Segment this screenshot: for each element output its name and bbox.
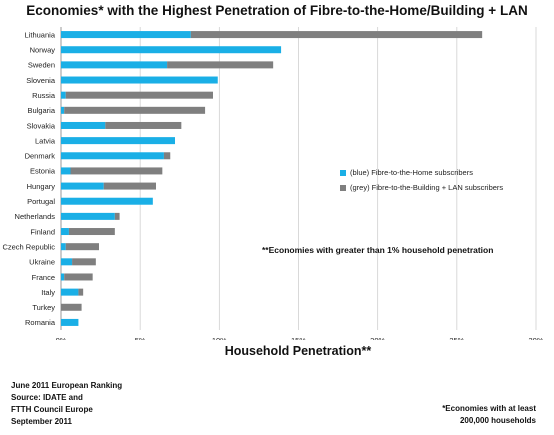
bar-fibre-to-building [64,106,206,114]
bars [61,31,483,326]
bar-fibre-to-home [61,106,65,114]
category-label: Russia [32,91,56,100]
bar-fibre-to-home [61,258,73,266]
category-label: Turkey [32,303,55,312]
x-tick-label: 5% [135,336,146,340]
category-label: Italy [41,288,55,297]
bar-fibre-to-building [103,182,156,190]
category-label: Slovenia [26,76,56,85]
bar-fibre-to-building [68,228,115,236]
bar-fibre-to-building [167,61,274,69]
footnote-line: September 2011 [11,417,72,426]
footnote-line: 200,000 households [459,416,536,425]
bar-fibre-to-home [61,61,168,69]
bar-fibre-to-building [70,167,163,175]
footnote-line: FTTH Council Europe [11,405,93,414]
bar-fibre-to-home [61,288,79,296]
bar-fibre-to-building [114,212,120,220]
legend-swatch-blue [340,169,346,176]
category-label: Sweden [28,61,55,70]
bar-fibre-to-building [78,288,84,296]
category-label: Estonia [30,167,56,176]
category-label: Bulgaria [27,106,55,115]
bar-fibre-to-home [61,182,104,190]
category-label: Netherlands [15,212,56,221]
legend-swatch-grey [340,184,346,191]
footnote-line: June 2011 European Ranking [11,381,123,390]
x-tick-label: 10% [212,336,227,340]
bar-fibre-to-home [61,91,66,99]
bar-fibre-to-building [65,243,99,251]
bar-fibre-to-home [61,212,115,220]
bar-fibre-to-building [105,121,182,129]
x-tick-label: 30% [528,336,543,340]
legend: (blue) Fibre-to-the-Home subscribers (gr… [340,165,503,195]
bar-fibre-to-home [61,228,69,236]
bar-fibre-to-home [61,46,282,54]
bar-fibre-to-building [64,273,93,281]
bar-fibre-to-home [61,318,79,326]
bar-fibre-to-home [61,273,65,281]
bar-fibre-to-building [190,31,483,39]
legend-item-blue: (blue) Fibre-to-the-Home subscribers [340,165,503,180]
legend-label-blue: (blue) Fibre-to-the-Home subscribers [350,168,473,177]
category-label: Slovakia [27,121,56,130]
category-label: Portugal [27,197,55,206]
bar-fibre-to-home [61,137,175,145]
bar-fibre-to-home [61,243,66,251]
category-label: Romania [25,318,56,327]
bar-fibre-to-home [61,197,153,205]
chart-annotation: **Economies with greater than 1% househo… [262,245,494,255]
category-label: Ukraine [29,258,55,267]
bar-fibre-to-building [72,258,96,266]
category-label: Finland [30,227,55,236]
x-tick-labels: 0% 5% 10% 15% 20% 25% 30% [56,336,544,340]
category-label: Denmark [25,152,56,161]
footnote-line: *Economies with at least [442,404,536,413]
category-label: Norway [30,46,56,55]
category-label: Hungary [27,182,56,191]
bar-fibre-to-home [61,31,191,39]
legend-label-grey: (grey) Fibre-to-the-Building + LAN subsc… [350,183,504,192]
x-tick-label: 25% [449,336,464,340]
footnote-economies: *Economies with at least 200,000 househo… [442,403,536,427]
x-tick-label: 0% [56,336,67,340]
legend-item-grey: (grey) Fibre-to-the-Building + LAN subsc… [340,180,503,195]
bar-fibre-to-home [61,76,218,84]
bar-fibre-to-building [65,91,213,99]
category-label: France [32,273,55,282]
category-label: Latvia [35,136,56,145]
x-axis-label: Household Penetration** [224,344,372,358]
bar-fibre-to-home [61,152,164,160]
category-labels: Lithuania Norway Sweden Slovenia Russia Bulga… [2,30,55,327]
chart-title: Economies* with the Highest Penetration … [26,3,528,18]
bar-fibre-to-building [163,152,171,160]
bar-fibre-to-home [61,167,71,175]
bar-fibre-to-home [61,121,106,129]
bar-chart: Lithuania Norway Sweden Slovenia Russia Bulga… [2,27,544,340]
footnote-line: Source: IDATE and [11,393,83,402]
bar-fibre-to-building [61,303,82,311]
category-label: Lithuania [25,30,56,39]
x-tick-label: 15% [291,336,306,340]
category-label: Czech Republic [2,242,55,251]
x-tick-label: 20% [370,336,385,340]
footnote-source: June 2011 European Ranking Source: IDATE… [11,380,122,428]
